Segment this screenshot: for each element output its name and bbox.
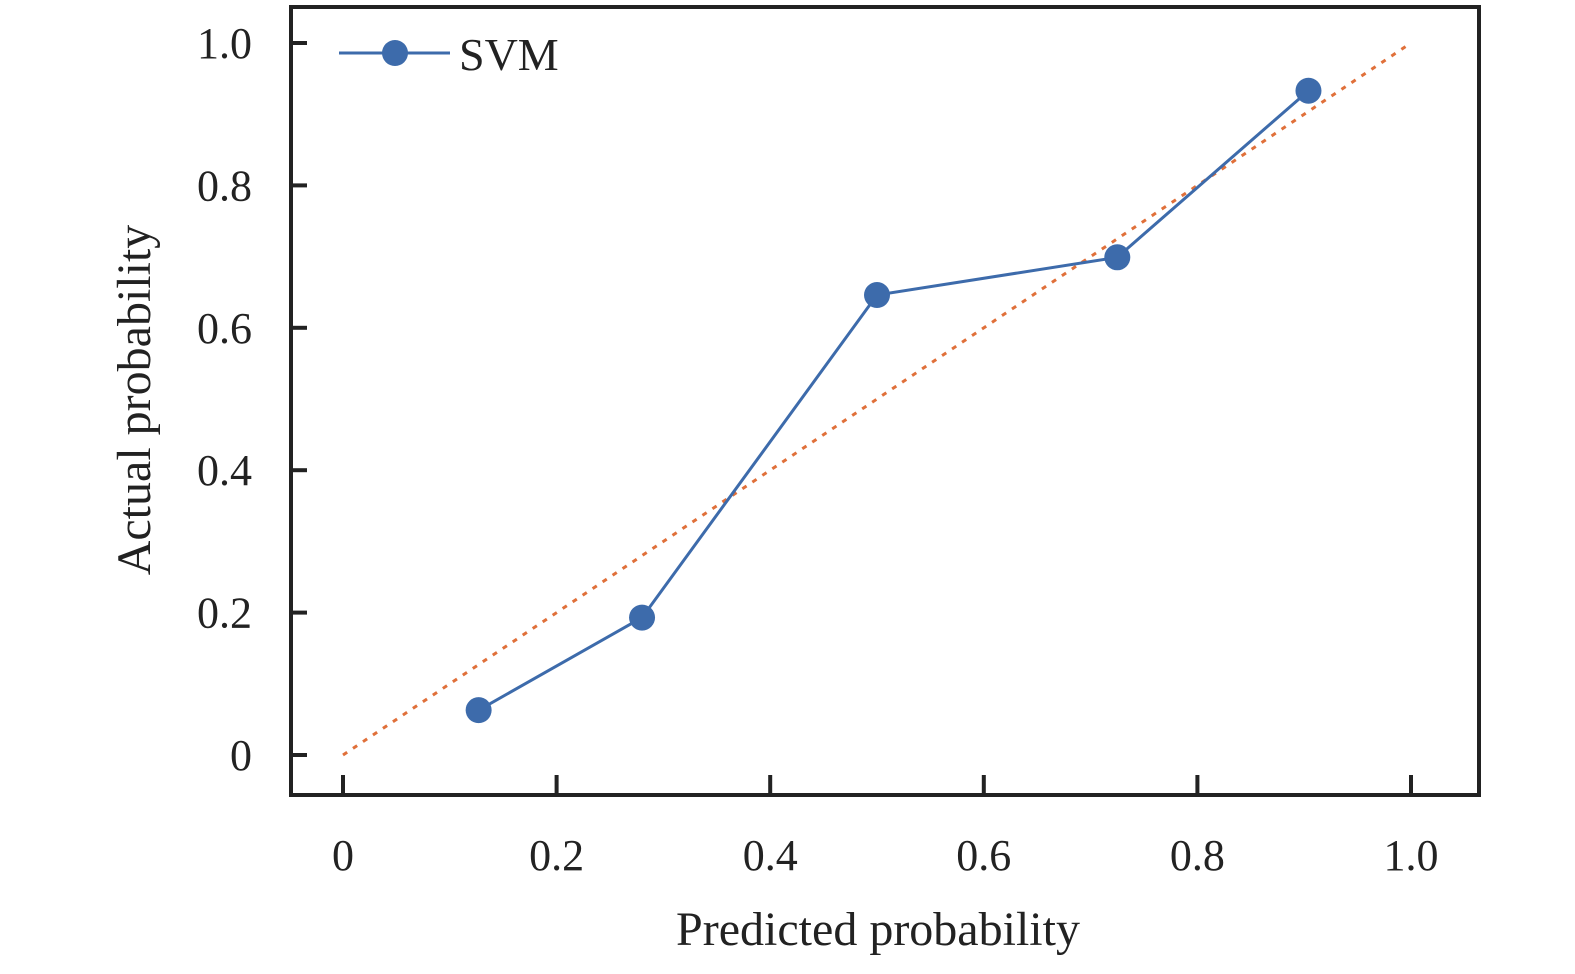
svm-series-points: [465, 77, 1322, 724]
y-tick-label: 0: [230, 731, 252, 780]
legend-marker-svm: [382, 40, 408, 66]
x-tick-label: 0.8: [1170, 831, 1225, 880]
x-tick-label: 0.2: [529, 831, 584, 880]
x-axis-title: Predicted probability: [676, 903, 1080, 956]
legend-label-svm: SVM: [459, 29, 559, 80]
perfect-calibration-line: [342, 41, 1412, 757]
svm-series-line: [477, 89, 1310, 712]
x-tick-label: 0.4: [743, 831, 798, 880]
y-tick-label: 1.0: [197, 19, 252, 68]
svm-data-point: [864, 282, 890, 309]
x-tick-label: 0.6: [956, 831, 1011, 880]
x-tick-label: 0: [332, 831, 354, 880]
y-axis-ticks: 0 0.2 0.4 0.6 0.8 1.0: [197, 19, 307, 780]
svm-data-point: [629, 604, 656, 631]
legend: SVM: [339, 29, 559, 80]
svm-data-point: [465, 697, 492, 724]
y-tick-label: 0.8: [197, 161, 252, 210]
y-tick-label: 0.2: [197, 589, 252, 638]
x-axis-ticks: 0 0.2 0.4 0.6 0.8 1.0: [332, 775, 1439, 880]
plot-frame: [289, 5, 1481, 797]
svm-data-point: [1104, 244, 1131, 271]
y-axis-title: Actual probability: [108, 225, 161, 576]
svm-data-point: [1295, 77, 1322, 104]
x-tick-label: 1.0: [1384, 831, 1439, 880]
y-tick-label: 0.4: [197, 446, 252, 495]
y-tick-label: 0.6: [197, 304, 252, 353]
